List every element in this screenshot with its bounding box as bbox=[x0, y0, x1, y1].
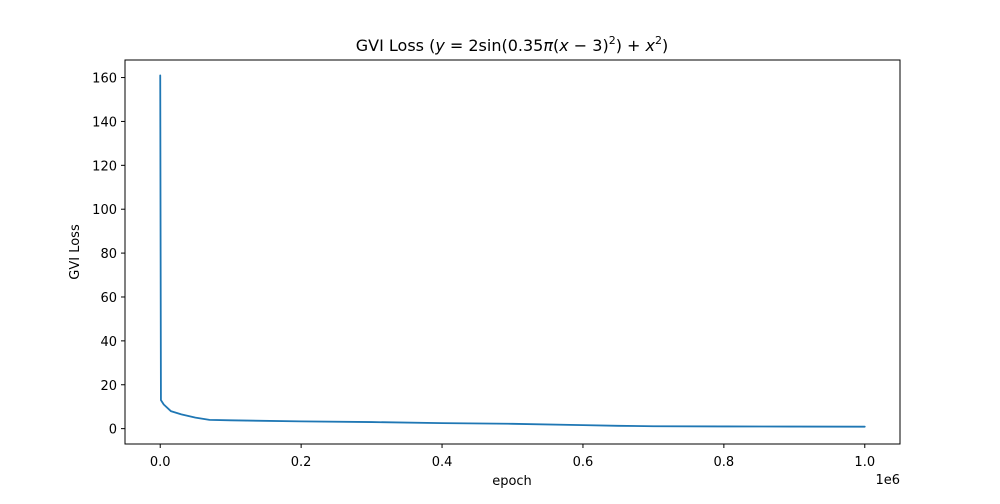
x-axis-ticks: 0.0 0.2 0.4 0.6 0.8 1.0 bbox=[150, 444, 875, 470]
title-suffix: ) bbox=[662, 36, 668, 55]
y-tick-label: 80 bbox=[100, 247, 117, 262]
chart-title: GVI Loss (y = 2sin(0.35π(x − 3)2) + x2) bbox=[356, 34, 669, 55]
y-tick-label: 60 bbox=[100, 291, 117, 306]
title-x2: x bbox=[645, 36, 656, 55]
title-prefix: GVI Loss ( bbox=[356, 36, 436, 55]
y-tick-label: 140 bbox=[92, 115, 117, 130]
x-tick-label: 0.8 bbox=[714, 455, 735, 470]
title-paren: ( bbox=[553, 36, 559, 55]
y-tick-label: 0 bbox=[109, 423, 117, 438]
y-tick-label: 100 bbox=[92, 203, 117, 218]
y-tick-label: 20 bbox=[100, 379, 117, 394]
title-x1: x bbox=[558, 36, 569, 55]
plot-area-frame bbox=[124, 59, 901, 445]
x-tick-label: 0.6 bbox=[573, 455, 594, 470]
y-tick-label: 40 bbox=[100, 335, 117, 350]
x-tick-label: 0.0 bbox=[150, 455, 171, 470]
title-superscript-2: 2 bbox=[655, 34, 662, 47]
title-y: y bbox=[434, 36, 445, 55]
title-minus: − 3) bbox=[569, 36, 609, 55]
title-pi: π bbox=[543, 36, 553, 55]
y-axis-label: GVI Loss bbox=[68, 224, 83, 280]
x-axis-label: epoch bbox=[492, 474, 532, 489]
title-superscript-1: 2 bbox=[609, 34, 616, 47]
x-axis-offset-label: 1e6 bbox=[875, 473, 900, 488]
loss-series-line bbox=[159, 74, 866, 428]
series-layer bbox=[159, 74, 866, 428]
y-axis-ticks: 0 20 40 60 80 100 120 140 160 bbox=[92, 72, 125, 438]
y-tick-label: 120 bbox=[92, 159, 117, 174]
y-tick-label: 160 bbox=[92, 72, 117, 87]
x-tick-label: 1.0 bbox=[854, 455, 875, 470]
x-tick-label: 0.2 bbox=[291, 455, 312, 470]
title-equation: = 2sin(0.35 bbox=[445, 36, 544, 55]
title-middle: ) + bbox=[616, 36, 646, 55]
x-tick-label: 0.4 bbox=[432, 455, 453, 470]
